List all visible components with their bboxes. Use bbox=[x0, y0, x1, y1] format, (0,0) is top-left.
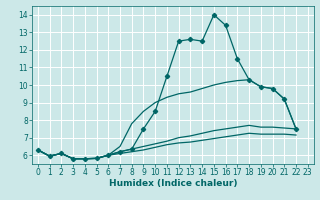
X-axis label: Humidex (Indice chaleur): Humidex (Indice chaleur) bbox=[108, 179, 237, 188]
